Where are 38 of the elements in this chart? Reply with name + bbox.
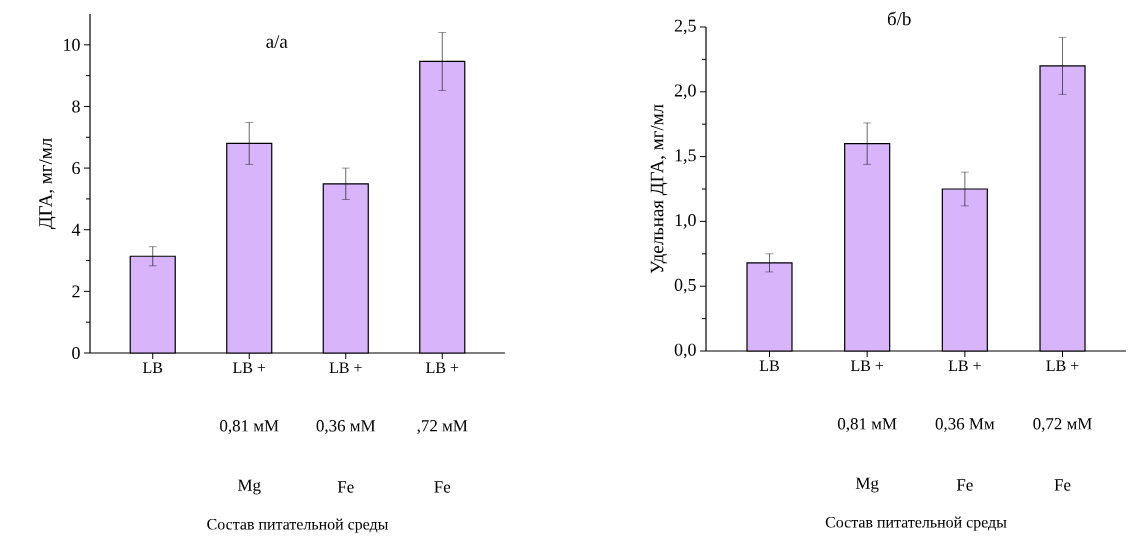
text: Fe [956,479,973,491]
y-axis-title: ДГА, мг/мл [39,138,56,230]
x-tick-label: LB + [329,362,362,373]
text: Fe [434,481,451,493]
text: 0,36 мМ [316,420,376,434]
y-tick-label: 1,0 [675,214,696,229]
text: ,72 мМ [417,420,468,434]
y-tick-label: 0,5 [674,278,696,294]
y-tick-label: 4 [71,223,81,236]
y-tick-label: 6 [72,162,80,175]
x-tick-label: LB [143,362,163,373]
y-tick-label: 2 [72,285,80,298]
x-tick-label: LB + [948,360,981,372]
text: Fe [337,481,354,493]
y-axis-title: Удельная ДГА, мг/мл [650,104,668,274]
x-axis-title: Состав питательной среды [207,518,388,533]
text: Mg [855,477,879,493]
y-tick-label: 10 [64,38,80,51]
y-tick-label: 2,0 [674,84,696,100]
text: 0,36 Мм [935,418,995,432]
text: Fe [1054,479,1071,491]
x-tick-label: LB + [850,360,884,372]
text: 0,81 мМ [220,420,279,434]
x-tick-label: LB + [1046,360,1079,372]
y-tick-label: 2,5 [674,19,696,35]
x-tick-label: LB + [426,362,459,373]
y-tick-label: 0,0 [674,343,696,359]
text: а/a [266,35,288,48]
y-tick-label: 8 [72,100,80,113]
x-tick-label: LB + [233,362,266,373]
text: 0,81 мМ [837,418,897,432]
chart-title: б/b [887,11,911,26]
text: Mg [237,479,261,495]
x-axis-title: Состав питательной среды [825,516,1007,531]
y-tick-label: 1,5 [675,149,696,164]
text: 0,72 мМ [1033,418,1092,432]
y-tick-label: 0 [72,346,80,360]
x-tick-label: LB [759,360,779,372]
